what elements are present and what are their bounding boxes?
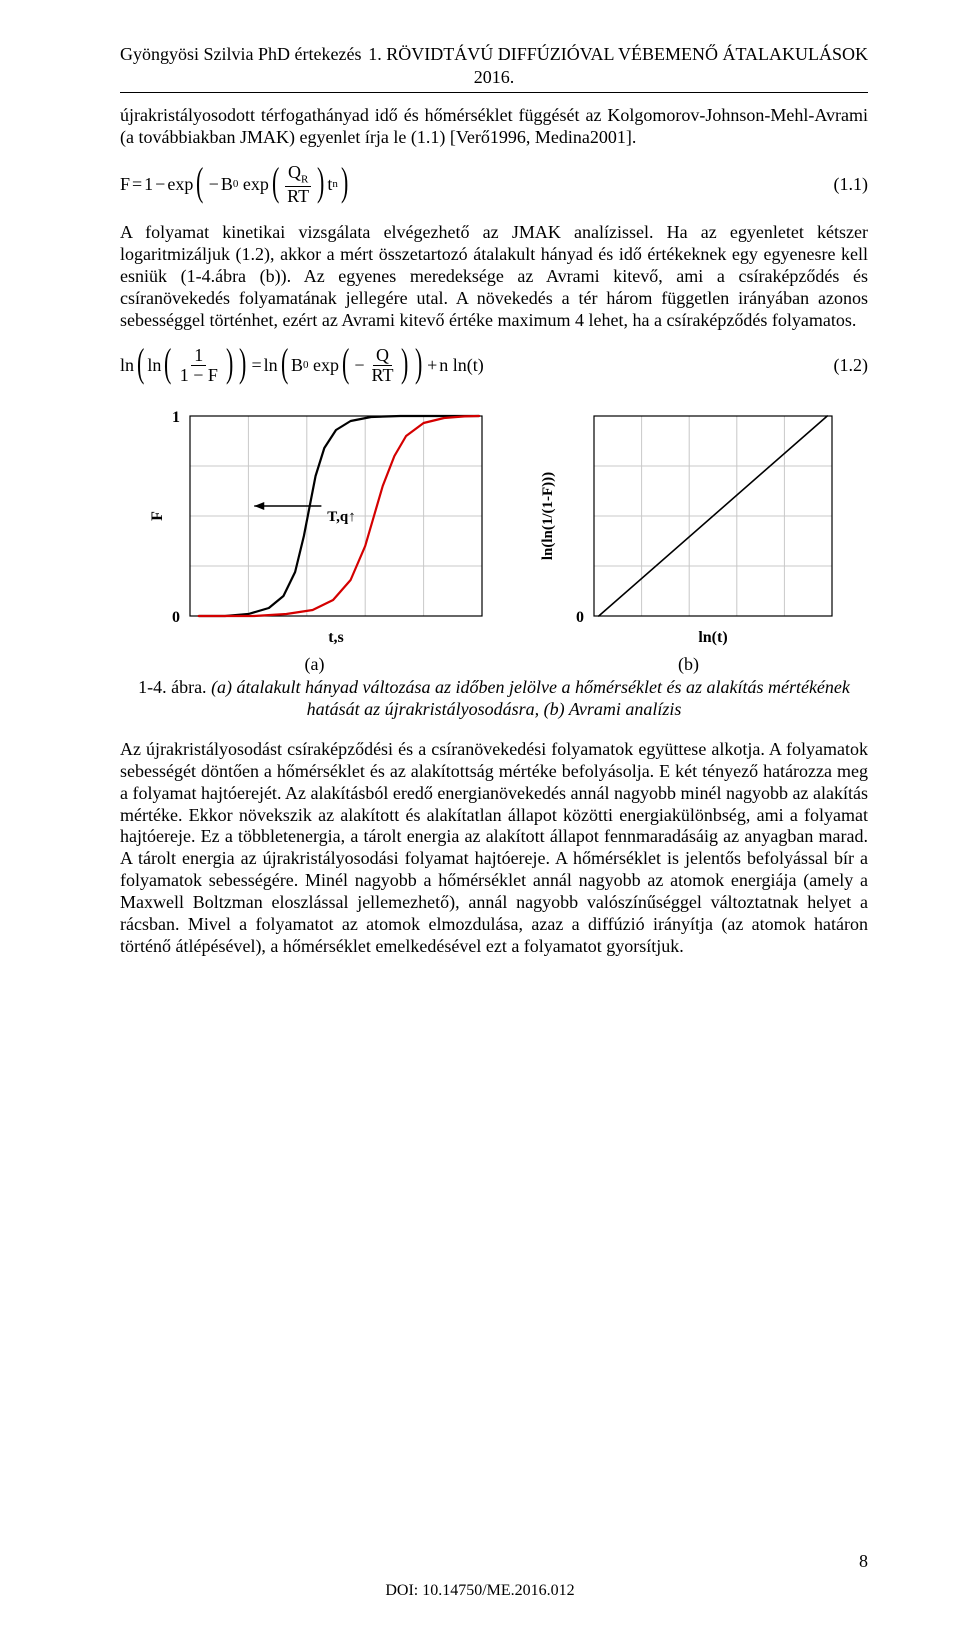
eq2-Q: Q <box>373 346 392 366</box>
paragraph-2: A folyamat kinetikai vizsgálata elvégezh… <box>120 222 868 332</box>
sym-exp-1: exp <box>167 174 193 195</box>
figures-row: 0 1 Ft,s T,q↑ 0 ln(ln(1/(1-F))) ln(t) <box>120 402 868 652</box>
equation-1: F = 1 − exp ( − B0 exp ( QR RT ) tn ) (1… <box>120 163 868 206</box>
svg-text:F: F <box>149 511 166 521</box>
eq2-B: B <box>291 355 303 376</box>
figure-a-label: (a) <box>120 654 509 675</box>
sup-n: n <box>332 178 338 190</box>
rp-b: ) <box>226 349 233 377</box>
svg-text:ln(ln(1/(1-F))): ln(ln(1/(1-F))) <box>540 472 556 560</box>
header-left: Gyöngyösi Szilvia PhD értekezés <box>120 44 361 65</box>
lp-a: ( <box>137 349 144 377</box>
rp-d: ) <box>401 349 408 377</box>
svg-text:0: 0 <box>576 609 584 626</box>
footer-doi: DOI: 10.14750/ME.2016.012 <box>0 1582 960 1600</box>
ln-4: ln <box>453 355 467 376</box>
lparen-1: ( <box>196 168 203 196</box>
lp-d: ( <box>342 349 349 377</box>
figure-caption: 1-4. ábra. (a) átalakult hányad változás… <box>120 677 868 720</box>
page-number: 8 <box>859 1551 868 1572</box>
caption-text: (a) átalakult hányad változása az időben… <box>211 677 850 719</box>
svg-text:t,s: t,s <box>328 629 344 646</box>
eq2-sub0: 0 <box>303 359 309 371</box>
sym-eq: = <box>130 174 144 195</box>
sym-minus-1: − <box>153 174 167 195</box>
ln-1: ln <box>120 355 134 376</box>
equation-1-number: (1.1) <box>834 174 869 195</box>
equation-2-body: ln ( ln ( 1 1 − F ) ) = ln ( B0 exp ( − … <box>120 346 484 385</box>
eq2-eq: = <box>250 355 264 376</box>
sym-RT: RT <box>284 187 312 206</box>
eq2-n: n <box>439 355 448 376</box>
ln-2: ln <box>147 355 161 376</box>
sym-1: 1 <box>144 174 153 195</box>
rp-a: ) <box>239 349 246 377</box>
equation-1-body: F = 1 − exp ( − B0 exp ( QR RT ) tn ) <box>120 163 351 206</box>
figure-sublabels: (a) (b) <box>120 654 868 675</box>
ln-3: ln <box>264 355 278 376</box>
svg-text:ln(t): ln(t) <box>698 629 727 646</box>
frac-QR-RT: QR RT <box>284 163 312 206</box>
paragraph-1: újrakristályosodott térfogathányad idő é… <box>120 105 868 149</box>
page: Gyöngyösi Szilvia PhD értekezés 1. RÖVID… <box>0 0 960 1634</box>
frac-1-1mF: 1 1 − F <box>177 346 221 385</box>
header-mid: 2016. <box>120 67 868 88</box>
paragraph-3: Az újrakristályosodást csíraképződési és… <box>120 739 868 959</box>
rparen-2: ) <box>317 168 324 196</box>
header-rule <box>120 92 868 93</box>
figure-b-label: (b) <box>509 654 868 675</box>
rparen-1: ) <box>341 168 348 196</box>
header-row: Gyöngyösi Szilvia PhD értekezés 1. RÖVID… <box>120 44 868 65</box>
eq2-exp: exp <box>313 355 339 376</box>
den-1mF: 1 − F <box>177 366 221 385</box>
sub-R: R <box>301 174 308 186</box>
sym-exp-2: exp <box>243 174 269 195</box>
frac-Q-RT: Q RT <box>369 346 397 385</box>
sym-B: B <box>221 174 233 195</box>
eq2-RT: RT <box>369 366 397 385</box>
eq2-t: t <box>473 355 478 376</box>
eq2-minus: − <box>352 355 366 376</box>
sub-0: 0 <box>233 178 239 190</box>
svg-text:1: 1 <box>172 409 180 426</box>
lp-c: ( <box>281 349 288 377</box>
figure-b-chart: 0 ln(ln(1/(1-F))) ln(t) <box>534 402 844 652</box>
rp-c: ) <box>415 349 422 377</box>
lparen-2: ( <box>272 168 279 196</box>
caption-lead: 1-4. ábra. <box>138 677 206 697</box>
svg-text:T,q↑: T,q↑ <box>327 509 355 525</box>
sym-F: F <box>120 174 130 195</box>
equation-2: ln ( ln ( 1 1 − F ) ) = ln ( B0 exp ( − … <box>120 346 868 385</box>
svg-text:0: 0 <box>172 609 180 626</box>
sym-Q: Q <box>288 162 301 182</box>
equation-2-number: (1.2) <box>834 355 869 376</box>
num-1: 1 <box>191 346 206 366</box>
figure-a-chart: 0 1 Ft,s T,q↑ <box>144 402 494 652</box>
eq2-plus: + <box>425 355 439 376</box>
header-right: 1. RÖVIDTÁVÚ DIFFÚZIÓVAL VÉBEMENŐ ÁTALAK… <box>368 44 868 65</box>
lp-b: ( <box>164 349 171 377</box>
sym-minus-2: − <box>207 174 221 195</box>
